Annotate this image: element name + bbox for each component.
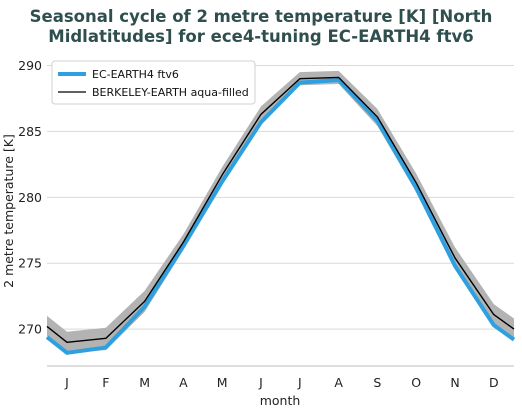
y-tick-label: 285 [18,124,42,139]
x-tick-label: D [489,375,499,390]
x-axis-label: month [260,393,301,408]
y-tick-label: 290 [18,58,42,73]
x-tick-label: J [258,375,263,390]
chart-title-line-1: Seasonal cycle of 2 metre temperature [K… [30,7,493,26]
x-tick-label: O [411,375,421,390]
x-tick-label: A [179,375,188,390]
legend: EC-EARTH4 ftv6 BERKELEY-EARTH aqua-fille… [51,60,256,105]
series-line-ec-earth4 [45,78,516,355]
y-tick-label: 280 [18,190,42,205]
legend-label-berkeley-earth: BERKELEY-EARTH aqua-filled [92,86,249,99]
y-axis-label: 2 metre temperature [K] [1,134,16,288]
legend-frame [51,60,256,105]
chart-title-line-2: Midlatitudes] for ece4-tuning EC-EARTH4 … [48,27,473,46]
berkeley-earth-band [47,70,514,353]
series-line-berkeley-earth [46,76,515,343]
uncertainty-band [47,70,514,353]
x-tick-label: A [334,375,343,390]
x-tick-label: J [64,375,69,390]
series-lines [45,76,516,355]
x-tick-label: M [217,375,228,390]
y-tick-label: 270 [18,322,42,337]
x-tick-label: M [139,375,150,390]
x-tick-label: N [450,375,459,390]
x-tick-label: J [297,375,302,390]
x-tick-label: S [373,375,381,390]
y-tick-label: 275 [18,256,42,271]
legend-label-ec-earth4: EC-EARTH4 ftv6 [92,68,179,81]
x-tick-label: F [102,375,109,390]
y-tick-labels: 270 275 280 285 290 [18,58,42,337]
